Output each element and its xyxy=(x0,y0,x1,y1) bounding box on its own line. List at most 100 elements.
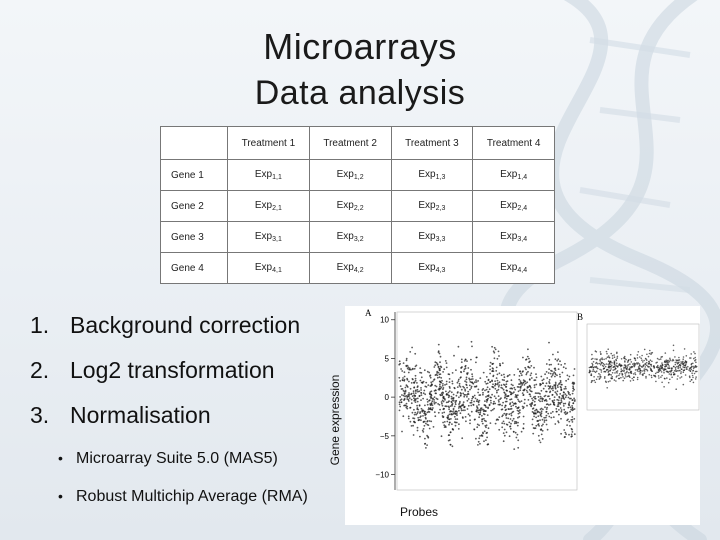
data-point xyxy=(485,432,488,435)
data-point xyxy=(558,373,561,376)
data-point xyxy=(533,412,536,415)
data-point xyxy=(622,379,624,382)
data-point xyxy=(691,372,693,374)
data-point xyxy=(677,375,679,377)
data-point xyxy=(413,399,416,402)
data-point xyxy=(486,382,489,385)
data-point xyxy=(463,406,466,409)
data-point xyxy=(449,443,452,446)
data-point xyxy=(535,376,538,379)
data-point xyxy=(554,369,557,371)
data-point xyxy=(410,425,413,427)
data-point xyxy=(557,351,559,353)
data-point xyxy=(524,382,527,385)
data-point xyxy=(609,380,611,382)
data-point xyxy=(517,446,520,449)
data-point xyxy=(613,379,616,381)
data-point xyxy=(462,392,465,395)
data-point xyxy=(535,416,537,419)
data-point xyxy=(569,424,571,427)
data-point xyxy=(433,378,436,381)
data-point xyxy=(664,352,667,354)
data-point xyxy=(473,385,476,388)
data-point xyxy=(687,365,689,368)
data-point xyxy=(595,378,598,381)
data-point xyxy=(524,366,527,369)
data-point xyxy=(601,358,604,361)
bullet-icon: • xyxy=(58,450,63,466)
y-tick-label: 0 xyxy=(385,393,390,402)
data-point xyxy=(543,399,546,402)
data-point xyxy=(561,371,564,374)
data-point xyxy=(466,386,468,389)
data-point xyxy=(554,358,557,361)
data-point xyxy=(470,385,473,388)
data-point xyxy=(541,418,544,421)
data-point xyxy=(425,422,427,425)
y-axis-label: Gene expression xyxy=(328,374,342,466)
data-point xyxy=(571,407,574,410)
data-point xyxy=(641,354,643,357)
data-point xyxy=(608,370,610,372)
slide-subtitle: Data analysis xyxy=(254,74,466,112)
data-point xyxy=(504,393,507,396)
data-point xyxy=(417,419,420,421)
data-point xyxy=(574,399,576,401)
boxplot-figure: A B 10 5 0 −5 −10 xyxy=(365,308,700,491)
data-point xyxy=(645,364,648,366)
data-point xyxy=(454,403,457,406)
data-point xyxy=(672,371,675,374)
data-point xyxy=(435,397,438,400)
data-point xyxy=(496,383,499,386)
data-point xyxy=(440,381,443,384)
data-point xyxy=(633,376,635,378)
data-point xyxy=(467,390,470,393)
data-point xyxy=(474,381,476,384)
data-point xyxy=(548,341,550,344)
data-point xyxy=(590,373,593,375)
data-point xyxy=(495,377,498,379)
data-point xyxy=(502,420,505,423)
data-point xyxy=(466,394,468,396)
data-point xyxy=(615,364,617,367)
data-point xyxy=(483,409,486,412)
data-point xyxy=(501,378,504,381)
data-point xyxy=(526,355,529,358)
data-point xyxy=(438,376,441,379)
data-point xyxy=(401,430,403,433)
data-point xyxy=(449,405,452,407)
data-point xyxy=(489,361,492,364)
data-point xyxy=(463,395,466,398)
data-point xyxy=(404,390,407,393)
data-point xyxy=(517,390,520,393)
data-point xyxy=(690,357,692,359)
column-header: Treatment 1 xyxy=(227,126,310,160)
data-point xyxy=(410,393,412,396)
data-point xyxy=(634,363,637,365)
data-point xyxy=(493,351,496,354)
data-point xyxy=(571,405,573,407)
data-point xyxy=(411,346,413,349)
data-point xyxy=(674,356,676,358)
data-point xyxy=(638,363,641,365)
data-point xyxy=(566,412,568,415)
data-point xyxy=(428,420,431,422)
data-point xyxy=(567,418,569,421)
data-point xyxy=(537,396,540,398)
data-point xyxy=(482,371,485,374)
data-point xyxy=(564,396,567,399)
data-point xyxy=(515,394,518,397)
data-point xyxy=(442,388,444,391)
data-point xyxy=(596,358,598,360)
data-point xyxy=(675,388,677,390)
data-point xyxy=(563,408,566,411)
data-point xyxy=(444,360,447,362)
data-point xyxy=(406,407,409,410)
data-point xyxy=(564,393,567,395)
data-point xyxy=(485,401,488,403)
data-point xyxy=(437,366,440,368)
data-point xyxy=(458,409,460,412)
data-point xyxy=(628,369,631,371)
data-point xyxy=(679,366,681,369)
data-point xyxy=(669,378,671,381)
